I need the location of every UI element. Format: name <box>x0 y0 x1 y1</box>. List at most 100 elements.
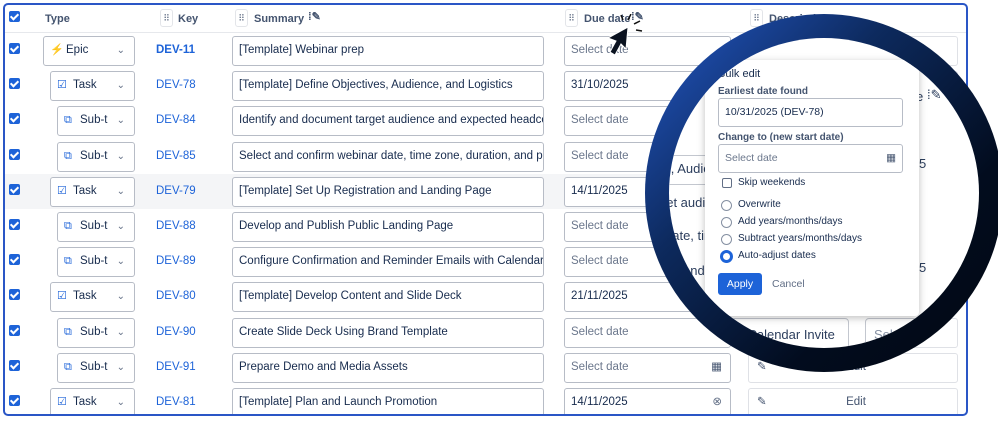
type-value: Task <box>73 79 97 92</box>
chevron-down-icon: ⌄ <box>116 256 125 268</box>
calendar-icon[interactable]: ▦ <box>711 360 722 373</box>
header-due-date[interactable]: Due date <box>584 13 631 25</box>
radio-subtract[interactable] <box>721 234 732 245</box>
magnified-cell <box>719 318 849 348</box>
edit-label: Edit <box>846 396 866 408</box>
magnified-text: e <box>916 89 924 104</box>
summary-input[interactable]: Develop and Publish Public Landing Page <box>232 212 544 242</box>
due-date-input[interactable]: Select date ▦ <box>564 352 731 383</box>
type-value: Sub-t <box>80 325 108 338</box>
type-value: Sub-t <box>80 220 108 232</box>
clear-icon[interactable]: ⊗ <box>712 396 722 408</box>
radio-overwrite[interactable] <box>721 200 732 211</box>
row-checkbox[interactable] <box>9 43 20 54</box>
issue-key-link[interactable]: DEV-80 <box>156 290 196 303</box>
header-summary[interactable]: Summary <box>254 13 305 25</box>
row-checkbox[interactable] <box>9 183 20 195</box>
row-checkbox[interactable] <box>9 78 20 90</box>
task-icon: ☑ <box>57 184 67 197</box>
type-select[interactable]: ⧉ Sub-t ⌄ <box>57 317 135 348</box>
issue-key-link[interactable]: DEV-85 <box>156 149 196 162</box>
due-date-value: 31/10/2025 <box>571 79 629 92</box>
header-type: Type <box>45 13 70 25</box>
due-date-input[interactable]: 14/11/2025 ⊗ <box>564 388 731 414</box>
issue-key-link[interactable]: DEV-79 <box>156 184 196 197</box>
issue-key-link[interactable]: DEV-91 <box>156 360 196 373</box>
type-select[interactable]: ⧉ Sub-t ⌄ <box>57 352 135 383</box>
summary-input[interactable]: Identify and document target audience an… <box>232 106 544 137</box>
issue-key-link[interactable]: DEV-78 <box>156 79 196 92</box>
summary-input[interactable]: [Template] Develop Content and Slide Dec… <box>232 282 544 313</box>
summary-input[interactable]: [Template] Plan and Launch Promotion <box>232 388 544 414</box>
apply-button[interactable]: Apply <box>718 273 762 295</box>
type-value: Task <box>73 184 97 197</box>
issue-key-link[interactable]: DEV-11 <box>156 44 195 56</box>
type-select[interactable]: ⧉ Sub-t ⌄ <box>57 106 135 137</box>
new-start-date-input[interactable]: Select date ▦ <box>718 144 903 173</box>
edit-icon: ✎ <box>757 360 767 373</box>
type-select[interactable]: ⧉ Sub-t ⌄ <box>57 212 135 242</box>
summary-input[interactable]: Configure Confirmation and Reminder Emai… <box>232 247 544 278</box>
type-value: Sub-t <box>80 360 108 373</box>
type-select[interactable]: ☑ Task ⌄ <box>50 176 135 207</box>
radio-auto-adjust[interactable] <box>720 250 733 263</box>
summary-input[interactable]: [Template] Define Objectives, Audience, … <box>232 71 544 102</box>
row-checkbox[interactable] <box>9 254 20 266</box>
sort-edit-icon[interactable]: ⁞✎ <box>308 11 321 23</box>
due-date-value: Select date <box>571 360 629 373</box>
summary-input[interactable]: Prepare Demo and Media Assets <box>232 352 544 383</box>
type-select[interactable]: ⧉ Sub-t ⌄ <box>57 247 135 278</box>
chevron-down-icon: ⌄ <box>116 185 125 197</box>
issue-key-link[interactable]: DEV-89 <box>156 255 196 268</box>
type-value: Sub-t <box>80 255 108 268</box>
chevron-down-icon: ⌄ <box>116 397 125 408</box>
cancel-button[interactable]: Cancel <box>772 278 805 290</box>
drag-handle-icon[interactable]: ⠿ <box>565 9 578 27</box>
summary-input[interactable]: Select and confirm webinar date, time zo… <box>232 141 544 172</box>
edit-description-button[interactable]: ✎ Edit <box>748 388 958 414</box>
row-checkbox[interactable] <box>9 289 20 301</box>
drag-handle-icon[interactable]: ⠿ <box>235 9 248 27</box>
task-icon: ☑ <box>57 290 67 303</box>
magnified-text: and l <box>683 263 712 278</box>
table-row: ☑ Task ⌄ DEV-81 [Template] Plan and Launch… <box>5 385 966 414</box>
summary-input[interactable]: Create Slide Deck Using Brand Template <box>232 317 544 348</box>
calendar-icon[interactable]: ▦ <box>886 152 896 164</box>
type-value: Sub-t <box>80 114 108 127</box>
change-to-label: Change to (new start date) <box>718 132 844 143</box>
summary-input[interactable]: [Template] Set Up Registration and Landi… <box>232 176 544 207</box>
row-checkbox[interactable] <box>9 148 20 160</box>
type-select[interactable]: ⧉ Sub-t ⌄ <box>57 141 135 172</box>
row-checkbox[interactable] <box>9 219 20 230</box>
radio-add[interactable] <box>721 217 732 228</box>
magnified-text: date, tim <box>669 228 715 243</box>
type-select[interactable]: ☑ Task ⌄ <box>50 71 135 102</box>
row-checkbox[interactable] <box>9 395 20 406</box>
issue-key-link[interactable]: DEV-81 <box>156 396 196 408</box>
sort-edit-icon[interactable]: ⁞✎ <box>631 11 644 23</box>
edit-icon: ✎ <box>757 396 767 408</box>
issue-key-link[interactable]: DEV-84 <box>156 114 196 127</box>
drag-handle-icon[interactable]: ⠿ <box>160 9 173 27</box>
type-select[interactable]: ⚡ Epic ⌄ <box>43 36 135 66</box>
earliest-date-field[interactable]: 10/31/2025 (DEV-78) <box>718 98 903 127</box>
type-select[interactable]: ☑ Task ⌄ <box>50 388 135 414</box>
magnifier-lens: es, Audien get audie date, tim and l th … <box>645 14 998 372</box>
select-all-checkbox[interactable] <box>9 11 20 22</box>
type-value: Task <box>73 396 97 408</box>
subtask-icon: ⧉ <box>64 360 72 373</box>
row-checkbox[interactable] <box>9 324 20 336</box>
chevron-down-icon: ⌄ <box>116 291 125 303</box>
row-checkbox[interactable] <box>9 113 20 125</box>
type-select[interactable]: ☑ Task ⌄ <box>50 282 135 313</box>
chevron-down-icon: ⌄ <box>116 221 125 232</box>
subtask-icon: ⧉ <box>64 255 72 268</box>
summary-input[interactable]: [Template] Webinar prep <box>232 36 544 66</box>
issue-key-link[interactable]: DEV-90 <box>156 325 196 338</box>
due-date-value: Select date <box>571 114 629 127</box>
option-label: Add years/months/days <box>738 216 843 227</box>
chevron-down-icon: ⌄ <box>116 361 125 373</box>
skip-weekends-checkbox[interactable] <box>722 178 732 188</box>
row-checkbox[interactable] <box>9 359 20 371</box>
issue-key-link[interactable]: DEV-88 <box>156 220 196 232</box>
